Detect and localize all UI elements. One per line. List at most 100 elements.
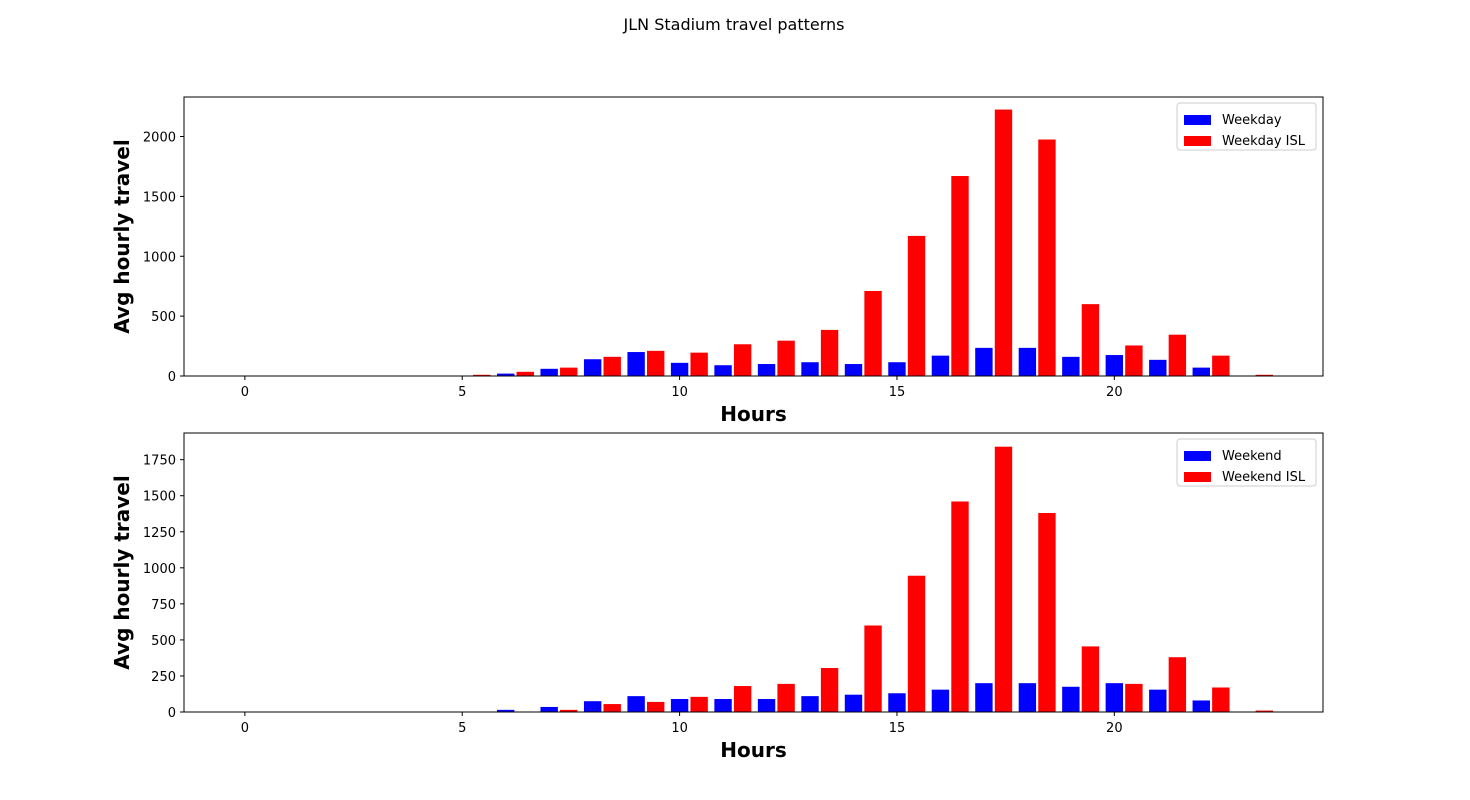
legend-box (1176, 438, 1317, 487)
bar (1255, 374, 1274, 376)
bar (1018, 347, 1037, 376)
bar (583, 701, 602, 712)
bar (497, 373, 515, 376)
bar (670, 362, 689, 376)
bar (603, 356, 621, 376)
bar (975, 347, 993, 376)
bar (820, 668, 839, 712)
bar (1125, 345, 1143, 376)
x-tick-label: 10 (671, 385, 688, 400)
bar (540, 368, 558, 376)
bar (497, 709, 515, 712)
bar (907, 235, 926, 376)
bar (777, 683, 795, 712)
bar (931, 355, 950, 376)
bar (844, 364, 863, 376)
y-axis-label: Avg hourly travel (110, 475, 134, 669)
chart-panel-weekend: 0 5 10 15 20 0 250 500 750 1000 1250 1500 1750 Hours A… (110, 432, 1324, 762)
bar (1255, 710, 1274, 712)
y-tick-label: 1750 (143, 454, 176, 469)
bar (627, 696, 645, 712)
bar (690, 696, 708, 712)
series-weekday-isl (473, 109, 1274, 376)
bar (907, 575, 926, 712)
bar (583, 359, 602, 376)
bar (1062, 356, 1080, 376)
bar (1149, 359, 1167, 376)
bar (714, 365, 732, 376)
bar (888, 362, 906, 376)
legend: Weekday Weekday ISL (1176, 102, 1317, 151)
x-tick-label: 0 (241, 721, 249, 736)
legend-label: Weekday ISL (1222, 134, 1306, 149)
y-tick-label: 0 (168, 706, 176, 721)
figure-title: JLN Stadium travel patterns (623, 15, 845, 34)
bar (1168, 657, 1187, 712)
bar (844, 694, 863, 712)
bar (1018, 683, 1037, 712)
y-tick-label: 1500 (143, 190, 176, 205)
bar (627, 352, 645, 376)
bar (1212, 355, 1230, 376)
bar (560, 367, 578, 376)
legend-swatch (1184, 115, 1211, 125)
bar (994, 109, 1013, 376)
bar (975, 683, 993, 712)
y-tick-label: 250 (151, 670, 176, 685)
bar (1125, 683, 1143, 712)
bar (646, 350, 665, 376)
bar (757, 699, 776, 712)
y-axis-label: Avg hourly travel (110, 139, 134, 333)
x-tick-label: 15 (889, 721, 906, 736)
bar (646, 701, 665, 712)
bar (1192, 367, 1210, 376)
legend-label: Weekend ISL (1222, 470, 1306, 485)
x-tick-label: 15 (889, 385, 906, 400)
bar (1212, 687, 1230, 712)
chart-panel-weekday: 0 5 10 15 20 0 500 1000 1500 2000 Hours Avg hourly … (110, 96, 1324, 426)
bar (864, 290, 882, 376)
legend-box (1176, 102, 1317, 151)
bar (864, 625, 882, 712)
x-tick-label: 0 (241, 385, 249, 400)
bar (1149, 689, 1167, 712)
bar (931, 689, 950, 712)
bar (951, 176, 969, 376)
bar (714, 699, 732, 712)
series-weekend-isl (560, 446, 1274, 712)
bar (951, 501, 969, 712)
bar (757, 364, 776, 376)
y-tick-label: 2000 (143, 131, 176, 146)
bar (801, 362, 819, 376)
plot-frame (183, 96, 1324, 377)
y-tick-label: 1000 (143, 250, 176, 265)
y-tick-label: 1500 (143, 490, 176, 505)
bar (994, 446, 1013, 712)
x-tick-label: 5 (458, 385, 466, 400)
y-tick-label: 750 (151, 598, 176, 613)
x-tick-label: 10 (671, 721, 688, 736)
bar (801, 696, 819, 712)
y-tick-label: 500 (151, 634, 176, 649)
bar (733, 686, 752, 712)
bar (670, 699, 689, 712)
bar (888, 693, 906, 712)
y-tick-label: 0 (168, 370, 176, 385)
bar (820, 329, 839, 376)
x-tick-label: 5 (458, 721, 466, 736)
legend-swatch (1184, 472, 1211, 482)
bar (603, 704, 621, 712)
bar (777, 340, 795, 376)
bar (540, 706, 558, 712)
legend: Weekend Weekend ISL (1176, 438, 1317, 487)
bar (1081, 304, 1100, 376)
bar (1168, 334, 1187, 376)
series-weekend (497, 683, 1210, 712)
bar (733, 344, 752, 376)
x-tick-label: 20 (1106, 721, 1123, 736)
legend-swatch (1184, 451, 1211, 461)
bar (690, 352, 708, 376)
legend-swatch (1184, 136, 1211, 146)
bar (516, 371, 534, 376)
